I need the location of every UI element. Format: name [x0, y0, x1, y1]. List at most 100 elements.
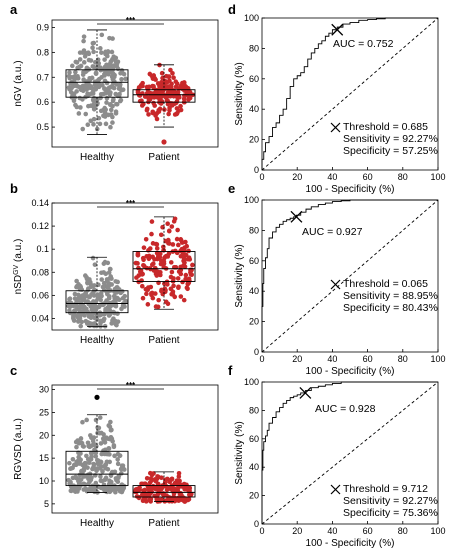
data-point [98, 108, 104, 114]
data-point [150, 110, 156, 116]
data-point [149, 291, 154, 296]
panel-label: d [228, 2, 236, 17]
data-point [162, 286, 168, 292]
data-point [176, 269, 182, 274]
data-point [105, 306, 111, 311]
data-point [79, 311, 84, 316]
x-tick-label: 80 [398, 172, 408, 182]
data-point [101, 432, 106, 437]
y-tick-label: 0 [254, 347, 259, 357]
data-point [100, 469, 105, 474]
data-point [115, 296, 120, 302]
data-point [100, 486, 106, 491]
data-point [176, 95, 182, 100]
data-point [114, 320, 119, 326]
data-point [144, 291, 149, 297]
y-tick-label: 100 [244, 195, 259, 205]
data-point [187, 492, 192, 498]
data-point [153, 494, 158, 499]
data-point [115, 457, 120, 462]
data-point [76, 111, 82, 116]
data-point [87, 76, 92, 81]
data-point [97, 415, 103, 420]
y-tick-label: 0.08 [31, 267, 49, 277]
data-point [163, 299, 169, 305]
data-point [155, 474, 160, 479]
y-tick-label: 100 [244, 13, 259, 23]
data-point [81, 468, 87, 473]
data-point [133, 487, 139, 492]
y-tick-label: 20 [249, 135, 259, 145]
legend-cross [330, 122, 341, 133]
data-point [104, 95, 110, 101]
data-point [119, 77, 124, 82]
data-point [110, 98, 116, 104]
data-point [154, 116, 160, 122]
x-category-label: Healthy [80, 152, 114, 163]
data-point [108, 488, 114, 493]
data-point [77, 57, 83, 62]
y-tick-label: 80 [249, 225, 259, 235]
chance-line [261, 199, 439, 353]
threshold-label: Threshold = 0.685 [343, 121, 428, 133]
data-point [99, 50, 104, 55]
data-point [85, 472, 91, 478]
data-point [186, 248, 191, 254]
data-point [180, 249, 185, 255]
data-point [145, 302, 151, 307]
data-point [105, 260, 111, 266]
data-point [169, 291, 174, 297]
panel-a: a 0.5 0.6 0.7 0.8 0.9 nGV (a.u.) Healthy Patient… [10, 2, 219, 163]
data-point [78, 436, 84, 441]
data-point [165, 221, 170, 226]
y-tick-label: 100 [244, 377, 259, 387]
data-point [91, 299, 96, 304]
data-point [66, 85, 72, 90]
data-point [85, 122, 91, 128]
y-tick-label: 0.14 [31, 198, 49, 208]
y-tick-label: 0.7 [36, 72, 49, 82]
iqr-box [132, 251, 196, 282]
plot-frame [51, 384, 219, 514]
threshold-label: Threshold = 9.712 [343, 483, 428, 495]
data-point [101, 261, 107, 266]
y-tick-label: 40 [249, 462, 259, 472]
data-point [114, 101, 120, 107]
panel-label: f [228, 363, 233, 378]
data-point [176, 284, 181, 290]
specificity-label: Specificity = 57.25% [343, 145, 438, 157]
data-point [166, 74, 171, 80]
data-point [87, 485, 93, 491]
data-point [159, 80, 164, 85]
x-category-label: Patient [148, 335, 179, 346]
data-point [122, 467, 127, 472]
data-point [142, 481, 148, 486]
y-tick-label: 80 [249, 43, 259, 53]
data-point [176, 474, 182, 479]
data-point [98, 459, 103, 465]
data-point [70, 456, 76, 462]
data-point [91, 293, 97, 298]
data-point [77, 64, 83, 70]
data-point [152, 76, 158, 81]
data-point [95, 430, 100, 436]
data-point [101, 280, 107, 286]
x-tick-label: 40 [327, 354, 337, 364]
data-point [113, 303, 119, 308]
y-tick-label: 0.04 [31, 313, 49, 323]
data-point [175, 227, 180, 233]
data-point [178, 237, 184, 243]
data-point [104, 100, 109, 105]
data-point [158, 232, 164, 238]
data-point [91, 465, 96, 470]
data-point [81, 474, 87, 479]
y-tick-label: 40 [249, 104, 259, 114]
data-point [154, 246, 160, 251]
data-point [159, 475, 164, 480]
data-point [108, 107, 114, 113]
data-point [162, 281, 167, 286]
data-point [185, 487, 191, 493]
data-point [67, 75, 73, 81]
y-tick-label: 15 [39, 453, 49, 463]
data-point [113, 111, 119, 116]
